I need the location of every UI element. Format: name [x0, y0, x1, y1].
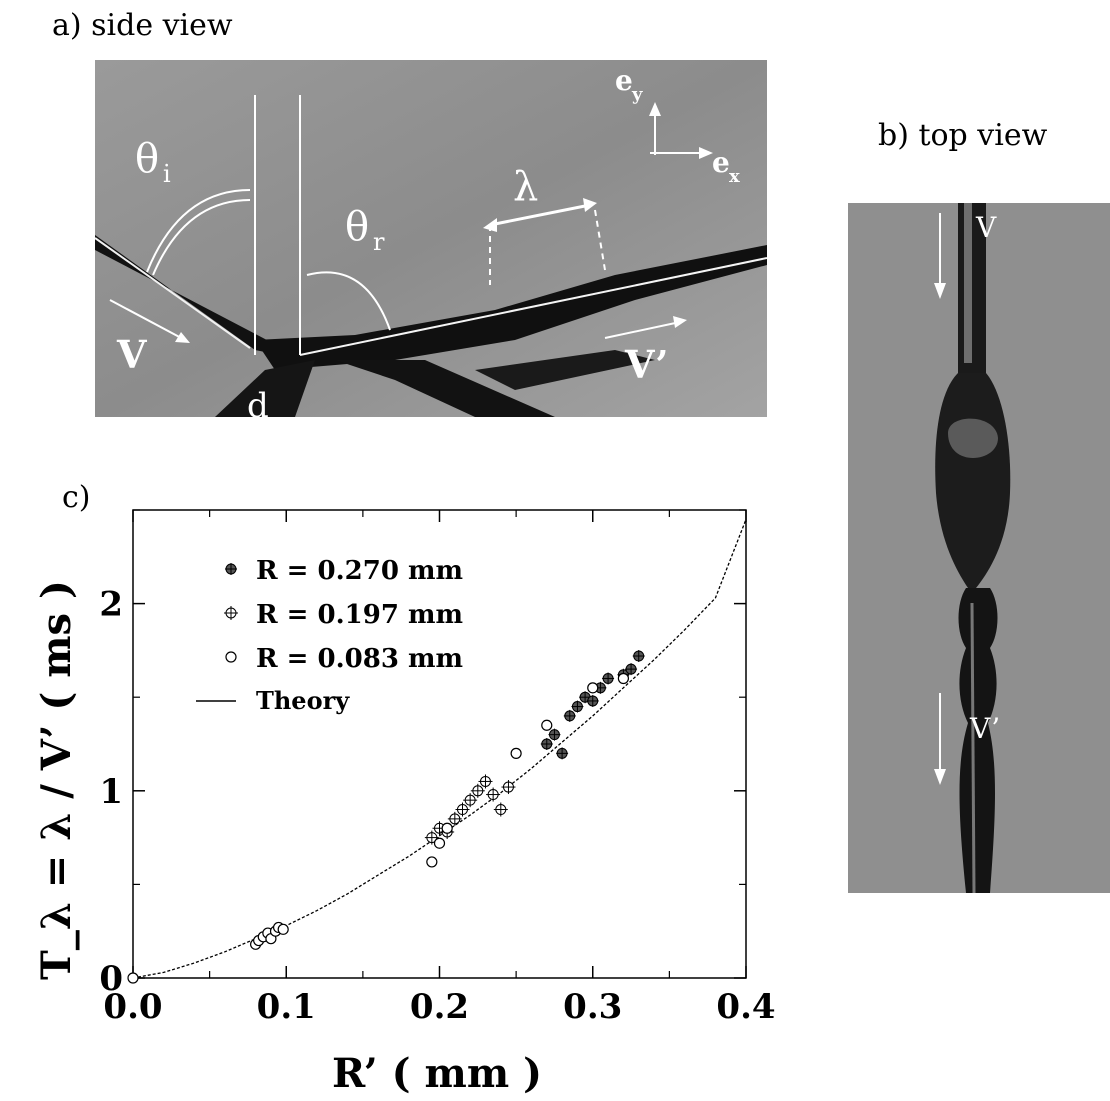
- period-vs-radius-chart: 0.0 0.1 0.2 0.3 0.4 0 1 2 R = 0.270 mm R = 0.197…: [33, 509, 776, 1097]
- legend-label: R = 0.197 mm: [256, 600, 463, 630]
- data-point-series-3: [587, 682, 599, 694]
- data-point-series-2: [493, 802, 508, 817]
- data-point-series-2: [470, 783, 485, 798]
- top-v-label: V: [975, 211, 997, 244]
- panel-c-label: c): [62, 480, 91, 515]
- data-point-series-3: [441, 822, 453, 834]
- data-point-series-3: [426, 856, 438, 868]
- v-prime-label: V’: [624, 342, 668, 387]
- v-label: V: [116, 332, 148, 377]
- y-tick-label: 2: [99, 585, 123, 625]
- legend-marker: [225, 651, 237, 663]
- side-view-photo: θ i θ r λ e y e x V V’ d: [95, 60, 767, 417]
- data-points: [127, 650, 645, 984]
- data-point-series-1: [540, 738, 553, 750]
- data-point-series-3: [433, 837, 446, 849]
- data-point-series-1: [586, 694, 599, 707]
- ey-subscript: y: [631, 84, 643, 105]
- panel-a-label: a) side view: [52, 8, 233, 43]
- lambda-symbol: λ: [513, 164, 538, 210]
- x-tick-label: 0.0: [103, 987, 162, 1027]
- data-point-series-3: [127, 972, 139, 984]
- legend-label: R = 0.270 mm: [256, 556, 463, 586]
- ex-label: e: [712, 146, 730, 179]
- data-point-series-2: [455, 802, 470, 817]
- data-point-series-2: [463, 793, 478, 808]
- legend-label: R = 0.083 mm: [256, 644, 463, 674]
- ey-label: e: [615, 64, 633, 97]
- data-point-series-3: [617, 672, 630, 685]
- theta-i-symbol: θ: [135, 136, 159, 182]
- data-point-series-1: [563, 709, 576, 722]
- marker-shape: [433, 837, 446, 849]
- theta-r-subscript: r: [373, 228, 385, 256]
- d-label: d: [247, 386, 269, 417]
- marker-shape: [127, 972, 139, 984]
- data-point-series-1: [556, 747, 569, 760]
- panel-b-label: b) top view: [878, 118, 1048, 153]
- y-tick-label: 0: [99, 959, 123, 999]
- y-tick-label: 1: [99, 772, 123, 812]
- data-point-series-1: [625, 663, 638, 676]
- x-tick-label: 0.2: [410, 987, 469, 1027]
- data-point-series-2: [424, 830, 439, 845]
- marker-shape: [426, 856, 438, 868]
- x-axis-label: R’ ( mm ): [332, 1050, 542, 1097]
- data-point-series-2: [486, 787, 501, 802]
- top-v-prime-label: V’: [969, 712, 1000, 745]
- data-point-series-3: [541, 719, 553, 731]
- data-point-series-2: [478, 774, 493, 789]
- y-axis-label: T_λ = λ / V’ ( ms ): [33, 580, 80, 980]
- data-point-series-2: [501, 780, 516, 795]
- legend-marker: [225, 563, 237, 575]
- data-point-series-3: [277, 923, 289, 935]
- data-point-series-1: [571, 700, 584, 713]
- data-point-series-2: [447, 811, 462, 826]
- data-point-series-1: [632, 650, 645, 663]
- theta-i-subscript: i: [163, 160, 171, 188]
- data-point-series-1: [602, 672, 615, 685]
- x-tick-label: 0.3: [563, 987, 622, 1027]
- marker-shape: [225, 651, 237, 663]
- marker-shape: [510, 747, 522, 759]
- legend-marker: [224, 606, 238, 620]
- marker-shape: [441, 822, 453, 834]
- marker-shape: [617, 672, 630, 685]
- legend-label: Theory: [256, 686, 350, 715]
- data-point-series-3: [510, 747, 522, 759]
- theory-line: [132, 519, 747, 979]
- x-tick-label: 0.1: [257, 987, 316, 1027]
- theta-r-symbol: θ: [345, 204, 369, 250]
- legend: R = 0.270 mm R = 0.197 mm R = 0.083 mm Theo…: [196, 556, 463, 715]
- marker-shape: [587, 682, 599, 694]
- ex-subscript: x: [729, 166, 740, 187]
- marker-shape: [541, 719, 553, 731]
- top-view-photo: V V’: [848, 203, 1110, 893]
- x-tick-label: 0.4: [716, 987, 775, 1027]
- data-point-series-1: [548, 728, 561, 741]
- axis-ticks: 0.0 0.1 0.2 0.3 0.4 0 1 2: [99, 509, 776, 1027]
- theory-curve: [132, 519, 747, 979]
- marker-shape: [277, 923, 289, 935]
